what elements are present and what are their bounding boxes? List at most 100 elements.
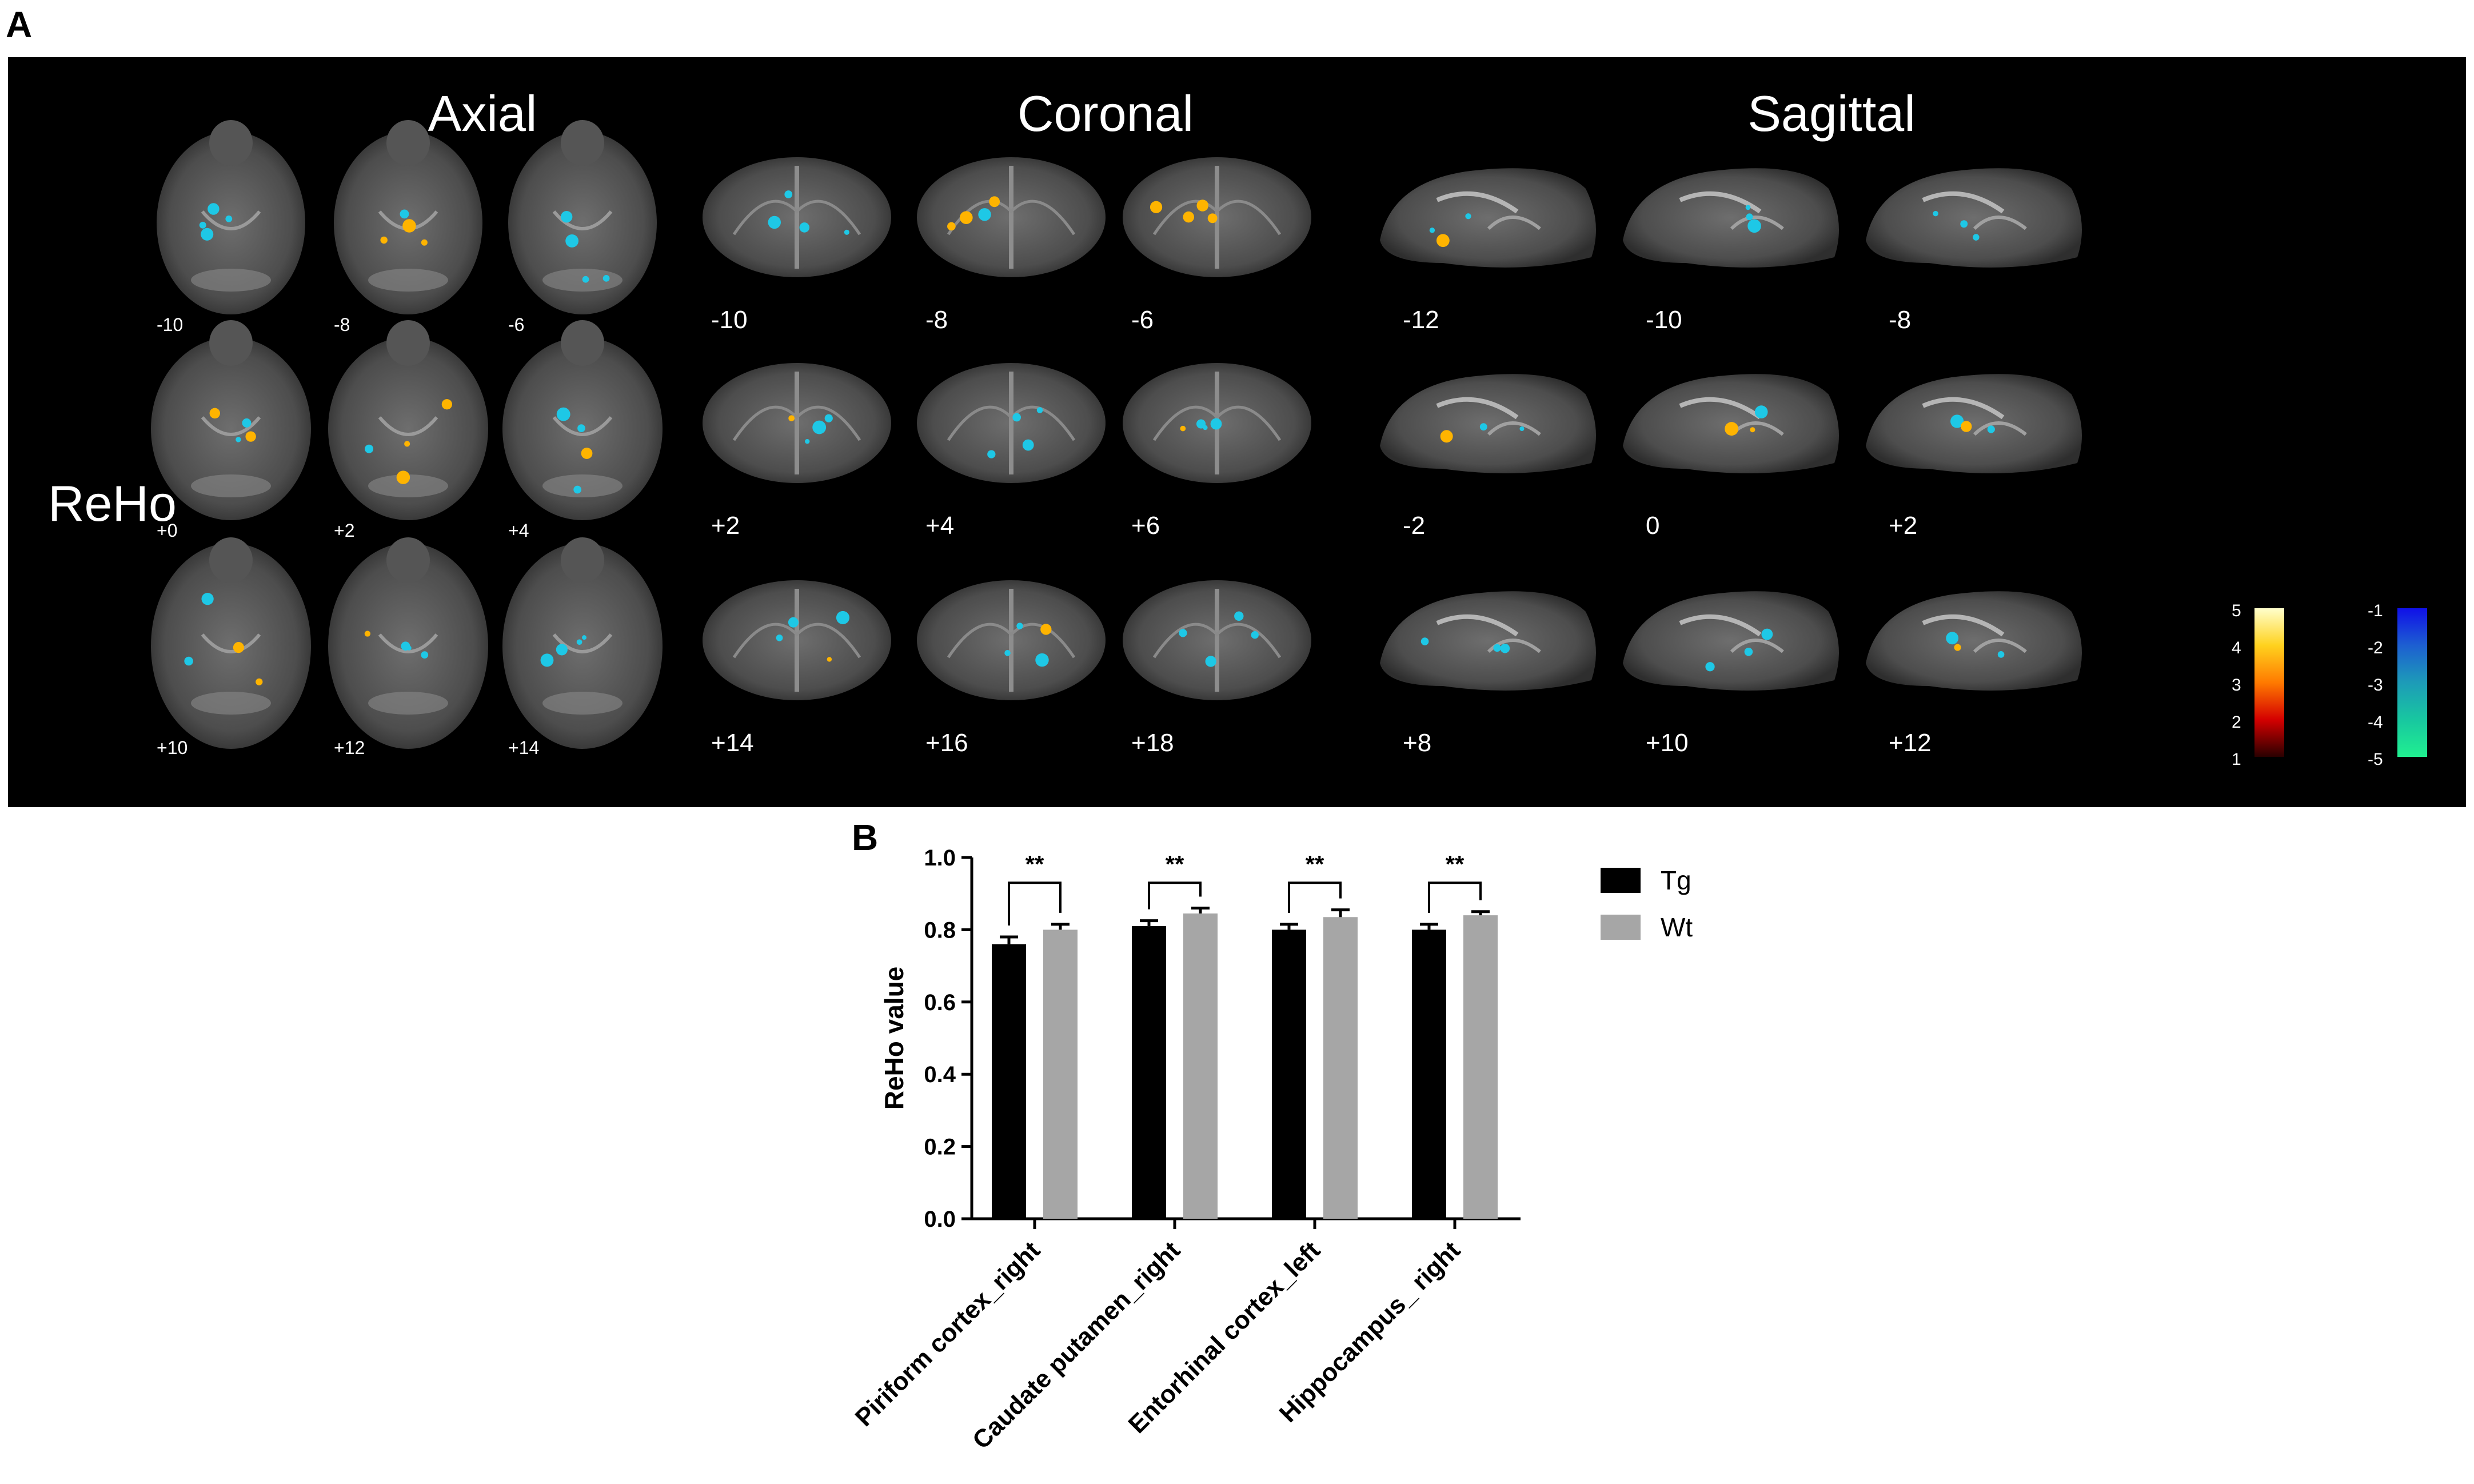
sagittal-slice-8 [1866, 591, 2082, 691]
activation-blob [1234, 611, 1244, 621]
slice-label: -10 [157, 314, 183, 335]
bar-tg [1132, 926, 1166, 1219]
coronal-slice-5 [1123, 363, 1311, 483]
colorbar-positive-tick: 1 [2232, 750, 2241, 769]
slice-label: -10 [1646, 306, 1682, 334]
slice-label: +12 [334, 737, 365, 758]
activation-blob [989, 196, 1000, 208]
activation-blob [1761, 628, 1773, 640]
activation-blob [1973, 234, 1980, 241]
activation-blob [1179, 629, 1187, 637]
coronal-slice-0 [703, 157, 891, 277]
activation-blob [441, 399, 452, 410]
view-title-coronal: Coronal [1017, 85, 1194, 142]
activation-blob [788, 415, 795, 422]
axial-slice-3 [151, 320, 311, 520]
slice-label: +16 [925, 729, 968, 757]
sagittal-slice-1 [1623, 168, 1839, 268]
colorbar-positive-tick: 3 [2232, 676, 2241, 695]
slice-label: -6 [508, 314, 525, 335]
activation-blob [396, 470, 410, 484]
slice-label: -8 [334, 314, 350, 335]
activation-blob [1207, 213, 1218, 224]
activation-blob [582, 276, 589, 283]
slice-label: +14 [711, 729, 754, 757]
activation-blob [1036, 407, 1043, 413]
activation-blob [959, 211, 973, 224]
slice-label: -12 [1403, 306, 1439, 334]
sagittal-slice-6 [1380, 591, 1596, 691]
activation-blob [1022, 439, 1034, 451]
activation-blob [978, 208, 991, 221]
significance-label: ** [1306, 851, 1324, 877]
bar-tg [992, 944, 1026, 1219]
activation-blob [768, 216, 781, 229]
activation-blob [208, 203, 220, 215]
activation-blob [1016, 623, 1023, 629]
slice-label: +14 [508, 737, 540, 758]
slice-label: +6 [1131, 512, 1160, 540]
coronal-slice-8 [1123, 580, 1311, 700]
activation-blob [836, 611, 850, 624]
activation-blob [788, 617, 799, 628]
colorbar-negative-tick: -2 [2368, 639, 2383, 657]
activation-blob [1429, 228, 1435, 233]
activation-blob [799, 222, 810, 233]
sagittal-slice-3 [1380, 374, 1596, 473]
activation-blob [1997, 651, 2005, 658]
sagittal-slice-2 [1866, 168, 2082, 268]
activation-blob [1500, 644, 1510, 653]
bar-wt [1323, 917, 1358, 1219]
activation-blob [561, 211, 573, 223]
significance-label: ** [1166, 851, 1184, 877]
activation-blob [1203, 425, 1208, 430]
colorbar-negative-tick: -4 [2368, 713, 2383, 732]
view-title-sagittal: Sagittal [1747, 85, 1916, 142]
slice-label: +10 [1646, 729, 1689, 757]
axial-slice-2 [508, 120, 657, 314]
slice-label: +2 [711, 512, 740, 540]
activation-blob [565, 234, 579, 248]
activation-blob [1519, 426, 1525, 432]
legend-label: Tg [1661, 865, 1691, 895]
activation-blob [1440, 430, 1453, 443]
colorbar-negative-tick: -3 [2368, 676, 2383, 695]
slice-label: -2 [1403, 512, 1426, 540]
legend-label: Wt [1661, 912, 1693, 942]
slice-label: -10 [711, 306, 748, 334]
activation-blob [1465, 213, 1471, 220]
activation-blob [1420, 637, 1429, 645]
activation-blob [1479, 423, 1487, 431]
axial-slice-5 [502, 320, 663, 520]
activation-blob [242, 418, 252, 428]
slice-label: +8 [1403, 729, 1432, 757]
panel-a-letter: A [6, 4, 33, 45]
sagittal-slice-5 [1866, 374, 2082, 473]
axial-slice-1 [334, 120, 482, 314]
axial-slice-0 [157, 120, 305, 314]
bar-tg [1412, 930, 1446, 1219]
activation-blob [784, 190, 793, 198]
activation-blob [364, 631, 371, 637]
activation-blob [1210, 418, 1222, 430]
activation-blob [1960, 220, 1968, 228]
activation-blob [582, 635, 587, 640]
activation-blob [400, 209, 409, 219]
legend-swatch-tg [1601, 868, 1641, 893]
activation-blob [576, 639, 582, 645]
slice-label: +4 [508, 520, 529, 541]
slice-label: -8 [925, 306, 948, 334]
activation-blob [1205, 656, 1216, 667]
activation-blob [1954, 644, 1961, 651]
activation-blob [421, 651, 429, 659]
activation-blob [540, 653, 554, 667]
significance-bracket [1288, 881, 1342, 913]
activation-blob [1725, 422, 1739, 436]
activation-blob [402, 219, 416, 233]
axial-slice-6 [151, 537, 311, 749]
sagittal-slice-4 [1623, 374, 1839, 473]
activation-blob [421, 239, 428, 246]
activation-blob [1933, 210, 1938, 217]
activation-blob [573, 485, 582, 494]
